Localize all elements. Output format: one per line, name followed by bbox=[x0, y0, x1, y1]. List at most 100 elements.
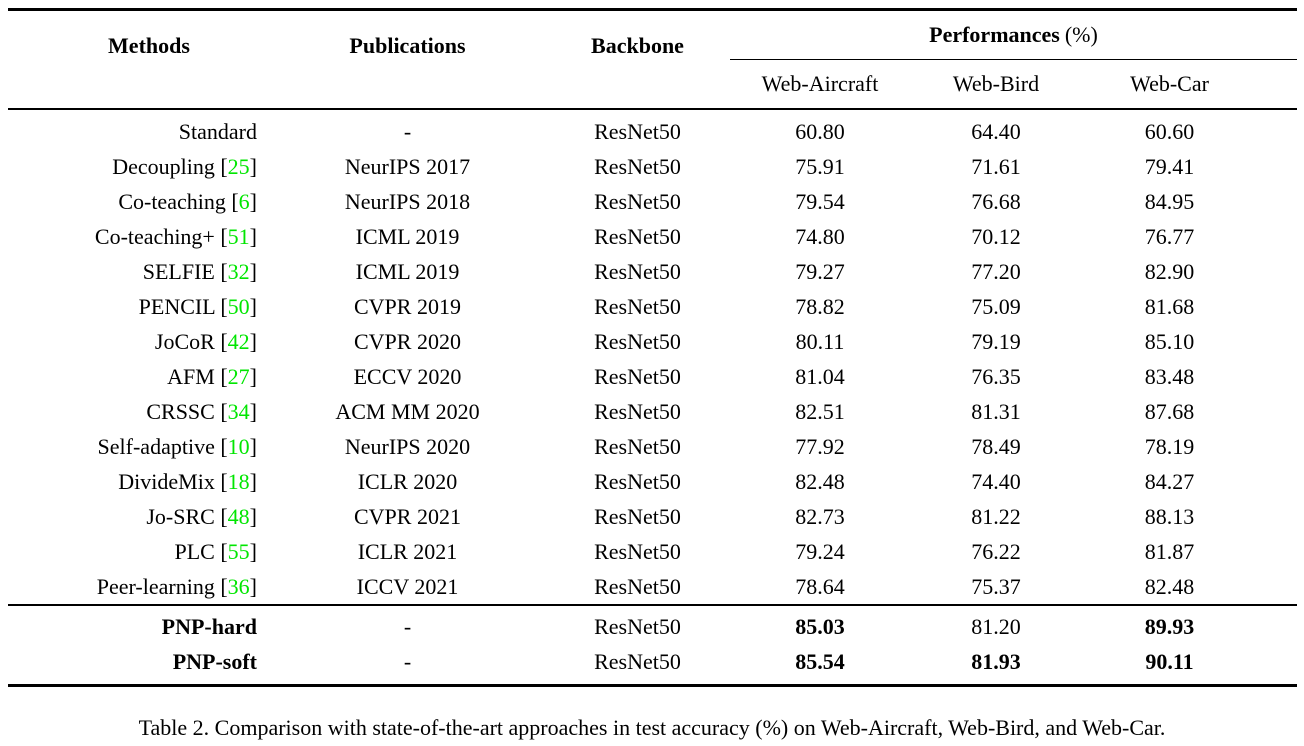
method-name: JoCoR bbox=[154, 328, 215, 354]
table-row: PNP-soft - ResNet50 85.54 81.93 90.11 bbox=[8, 644, 1297, 686]
method-cell: Jo-SRC [48] bbox=[146, 503, 257, 529]
value-cell-web-bird: 75.37 bbox=[971, 573, 1021, 599]
value-cell-web-aircraft: 60.80 bbox=[795, 118, 845, 144]
value-cell-web-aircraft: 78.82 bbox=[795, 293, 845, 319]
backbone-cell: ResNet50 bbox=[594, 223, 681, 249]
citation-link[interactable]: 36 bbox=[227, 573, 250, 599]
table-row: Co-teaching [6] NeurIPS 2018 ResNet50 79.54… bbox=[8, 184, 1297, 219]
value-cell-web-aircraft: 80.11 bbox=[795, 328, 845, 354]
value-cell-web-aircraft: 79.24 bbox=[795, 538, 845, 564]
value-cell-web-aircraft: 79.27 bbox=[795, 258, 845, 284]
backbone-cell: ResNet50 bbox=[594, 398, 681, 424]
citation-link[interactable]: 55 bbox=[227, 538, 250, 564]
citation-link[interactable]: 18 bbox=[227, 468, 250, 494]
method-cell: SELFIE [32] bbox=[142, 258, 257, 284]
backbone-cell: ResNet50 bbox=[594, 153, 681, 179]
method-name: CRSSC bbox=[146, 398, 215, 424]
value-cell-web-car: 81.68 bbox=[1144, 293, 1195, 319]
publication-cell: ICLR 2021 bbox=[357, 538, 458, 564]
table-row: Decoupling [25] NeurIPS 2017 ResNet50 75.91… bbox=[8, 149, 1297, 184]
value-cell-web-car: 84.27 bbox=[1144, 468, 1195, 494]
publication-cell: ICCV 2021 bbox=[356, 573, 459, 599]
publication-cell: NeurIPS 2018 bbox=[344, 188, 471, 214]
citation-link[interactable]: 27 bbox=[227, 363, 250, 389]
citation-link[interactable]: 25 bbox=[227, 153, 250, 179]
publication-cell: CVPR 2020 bbox=[354, 328, 461, 354]
method-cell: Standard bbox=[8, 109, 290, 149]
backbone-cell: ResNet50 bbox=[594, 258, 681, 284]
table-body-pnp: PNP-hard - ResNet50 85.03 81.20 89.93 PNP-soft… bbox=[8, 604, 1297, 686]
method-name: SELFIE bbox=[142, 258, 215, 284]
citation-link[interactable]: 48 bbox=[227, 503, 250, 529]
method-name: PENCIL bbox=[138, 293, 215, 319]
value-cell-web-car: 60.60 bbox=[1144, 118, 1195, 144]
table-row: Self-adaptive [10] NeurIPS 2020 ResNet50 77… bbox=[8, 429, 1297, 464]
citation-link[interactable]: 42 bbox=[227, 328, 250, 354]
citation-link[interactable]: 34 bbox=[227, 398, 250, 424]
backbone-cell: ResNet50 bbox=[594, 118, 681, 144]
citation-link[interactable]: 32 bbox=[227, 258, 250, 284]
value-cell-web-aircraft: 77.92 bbox=[795, 433, 845, 459]
method-cell: PENCIL [50] bbox=[138, 293, 257, 319]
table-row: Co-teaching+ [51] ICML 2019 ResNet50 74.80 7… bbox=[8, 219, 1297, 254]
method-name: PNP-soft bbox=[172, 648, 257, 674]
table-row: SELFIE [32] ICML 2019 ResNet50 79.27 77.20 82… bbox=[8, 254, 1297, 289]
col-header-web-bird: Web-Bird bbox=[910, 59, 1082, 110]
value-cell-web-aircraft: 81.04 bbox=[795, 363, 845, 389]
method-name: Self-adaptive bbox=[97, 433, 215, 459]
table-row: CRSSC [34] ACM MM 2020 ResNet50 82.51 81.31 8… bbox=[8, 394, 1297, 429]
table-row: DivideMix [18] ICLR 2020 ResNet50 82.48 74.4… bbox=[8, 464, 1297, 499]
performances-unit: (%) bbox=[1064, 22, 1098, 47]
value-cell-web-car: 88.13 bbox=[1144, 503, 1195, 529]
value-cell-web-bird: 70.12 bbox=[971, 223, 1021, 249]
method-name: Standard bbox=[178, 118, 257, 144]
citation-link[interactable]: 10 bbox=[227, 433, 250, 459]
value-cell-web-aircraft: 75.91 bbox=[795, 153, 845, 179]
value-cell-web-bird: 81.31 bbox=[971, 398, 1021, 424]
value-cell-web-bird: 71.61 bbox=[971, 153, 1021, 179]
method-cell: DivideMix [18] bbox=[118, 468, 257, 494]
value-cell-web-car: 89.93 bbox=[1082, 604, 1297, 644]
method-cell: PNP-hard bbox=[8, 604, 290, 644]
method-name: PNP-hard bbox=[161, 613, 257, 639]
method-cell: AFM [27] bbox=[167, 363, 257, 389]
method-name: Co-teaching+ bbox=[94, 223, 215, 249]
table-header: Methods Publications Backbone Performanc… bbox=[8, 9, 1297, 110]
publication-cell: - bbox=[403, 648, 412, 674]
col-header-web-aircraft: Web-Aircraft bbox=[730, 59, 910, 110]
method-name: Co-teaching bbox=[118, 188, 226, 214]
citation-link[interactable]: 6 bbox=[238, 188, 250, 214]
backbone-cell: ResNet50 bbox=[594, 293, 681, 319]
header-row-datasets: Web-Aircraft Web-Bird Web-Car bbox=[8, 59, 1297, 110]
table-row: Peer-learning [36] ICCV 2021 ResNet50 78.64… bbox=[8, 569, 1297, 605]
method-cell: JoCoR [42] bbox=[154, 328, 257, 354]
col-header-methods: Methods bbox=[8, 9, 290, 110]
backbone-cell: ResNet50 bbox=[525, 604, 730, 644]
backbone-cell: ResNet50 bbox=[594, 648, 681, 674]
value-cell-web-car: 76.77 bbox=[1144, 223, 1195, 249]
value-cell-web-aircraft: 78.64 bbox=[795, 573, 845, 599]
value-cell-web-bird: 76.22 bbox=[971, 538, 1021, 564]
table-row: JoCoR [42] CVPR 2020 ResNet50 80.11 79.19 85.… bbox=[8, 324, 1297, 359]
publication-cell: ECCV 2020 bbox=[353, 363, 462, 389]
value-cell-web-aircraft: 74.80 bbox=[795, 223, 845, 249]
value-cell-web-car: 83.48 bbox=[1144, 363, 1195, 389]
value-cell-web-car: 90.11 bbox=[1145, 648, 1194, 674]
value-cell-web-bird: 76.35 bbox=[971, 363, 1021, 389]
citation-link[interactable]: 51 bbox=[227, 223, 250, 249]
col-header-backbone: Backbone bbox=[525, 9, 730, 110]
citation-link[interactable]: 50 bbox=[227, 293, 250, 319]
col-group-performances: Performances (%) bbox=[730, 9, 1297, 60]
publication-cell: - bbox=[403, 118, 412, 144]
value-cell-web-car: 82.90 bbox=[1144, 258, 1195, 284]
value-cell-web-bird: 64.40 bbox=[971, 118, 1021, 144]
publication-cell: NeurIPS 2020 bbox=[344, 433, 471, 459]
backbone-cell: ResNet50 bbox=[594, 573, 681, 599]
publication-cell: - bbox=[290, 604, 525, 644]
performances-label: Performances bbox=[929, 22, 1060, 47]
method-cell: CRSSC [34] bbox=[146, 398, 257, 424]
method-name: DivideMix bbox=[118, 468, 215, 494]
method-name: PLC bbox=[174, 538, 215, 564]
method-cell: Co-teaching [6] bbox=[118, 188, 257, 214]
backbone-cell: ResNet50 bbox=[594, 468, 681, 494]
